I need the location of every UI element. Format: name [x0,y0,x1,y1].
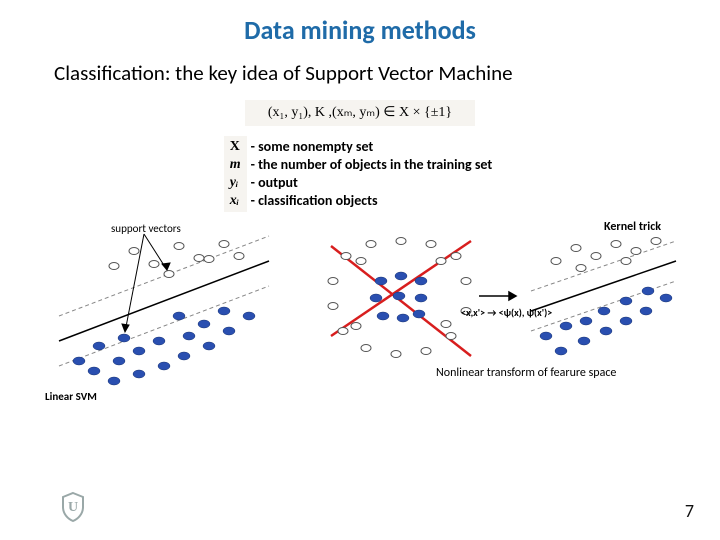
sym-X: X [230,138,241,156]
nonlinear-caption: Nonlinear transform of fearure space [436,366,616,380]
sym-xi: xᵢ [230,192,241,210]
university-logo-icon: U [56,490,90,524]
page-title: Data mining methods [0,0,720,46]
sym-yi: yᵢ [230,174,241,192]
svg-text:U: U [68,500,78,515]
def-xi: - classification objects [251,192,493,210]
linear-svm-svg [39,226,289,406]
formula-box: (x₁, y₁), K ,(xₘ, yₘ) ∈ X × {±1} [245,100,475,126]
def-X: - some nonempty set [251,138,493,156]
page-number: 7 [685,500,694,522]
linear-svm-diagram: support vectors Linear SVM [39,226,289,406]
support-vectors-label: support vectors [111,222,181,235]
def-m: - the number of objects in the training … [251,156,493,174]
nonlinear-diagram: Kernel trick <x,x'> → <ψ(x), ψ(x')> Nonl… [321,226,681,406]
diagrams-row: support vectors Linear SVM [0,226,720,406]
page-subtitle: Classification: the key idea of Support … [0,46,720,96]
definition-texts: - some nonempty set - the number of obje… [247,136,497,212]
kernel-map-text: <x,x'> → <ψ(x), ψ(x')> [461,306,552,319]
definition-symbols: X m yᵢ xᵢ [224,136,247,212]
def-yi: - output [251,174,493,192]
sym-m: m [230,156,241,174]
linear-svm-caption: Linear SVM [45,390,97,403]
kernel-trick-label: Kernel trick [604,220,661,234]
definitions-block: X m yᵢ xᵢ - some nonempty set - the numb… [0,136,720,212]
